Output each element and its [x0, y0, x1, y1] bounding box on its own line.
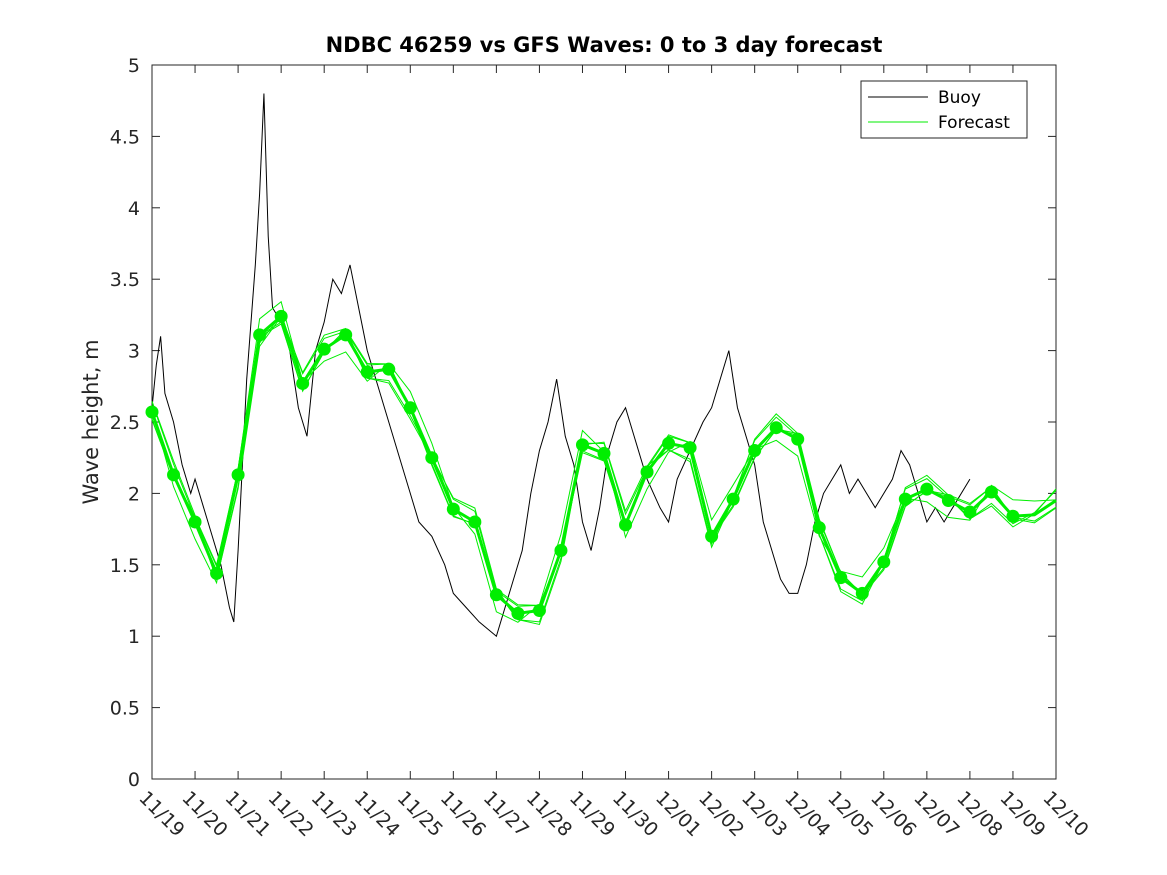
y-tick-label: 1.5 [110, 555, 140, 577]
x-tick-label: 11/20 [178, 787, 232, 841]
y-tick-label: 4 [128, 198, 140, 220]
x-tick-label: 12/01 [651, 787, 705, 841]
forecast-marker [296, 376, 310, 390]
x-tick-label: 12/10 [1038, 787, 1092, 841]
forecast-marker [920, 482, 934, 496]
forecast-marker [403, 401, 417, 415]
forecast-marker [231, 468, 245, 482]
y-tick-label: 0 [128, 769, 140, 791]
legend-buoy-label: Buoy [938, 88, 981, 108]
forecast-marker [662, 436, 676, 450]
forecast-marker [317, 342, 331, 356]
forecast-marker [382, 362, 396, 376]
x-tick-label: 12/05 [823, 787, 877, 841]
y-tick-label: 0.5 [110, 698, 140, 720]
forecast-marker [984, 485, 998, 499]
forecast-marker [468, 515, 482, 529]
y-tick-label: 4.5 [110, 126, 140, 148]
forecast-marker [941, 494, 955, 508]
forecast-marker [834, 571, 848, 585]
x-tick-label: 12/07 [909, 787, 963, 841]
y-tick-label: 2 [128, 483, 140, 505]
chart-title: NDBC 46259 vs GFS Waves: 0 to 3 day fore… [326, 33, 883, 57]
forecast-marker [855, 586, 869, 600]
x-tick-label: 12/04 [780, 787, 834, 841]
forecast-marker [339, 328, 353, 342]
forecast-marker [619, 518, 633, 532]
forecast-marker [575, 438, 589, 452]
forecast-marker [532, 603, 546, 617]
forecast-marker [253, 328, 267, 342]
forecast-marker [274, 309, 288, 323]
x-tick-label: 12/09 [995, 787, 1049, 841]
y-tick-label: 1 [128, 626, 140, 648]
x-tick-label: 11/29 [565, 787, 619, 841]
forecast-marker [748, 444, 762, 458]
x-tick-label: 12/06 [866, 787, 920, 841]
forecast-marker [683, 441, 697, 455]
y-axis-label: Wave height, m [79, 339, 103, 504]
x-tick-label: 12/02 [694, 787, 748, 841]
forecast-marker [1006, 509, 1020, 523]
y-tick-label: 5 [128, 55, 140, 77]
forecast-marker [726, 492, 740, 506]
x-tick-label: 11/19 [134, 787, 188, 841]
forecast-marker [963, 505, 977, 519]
forecast-marker [188, 515, 202, 529]
forecast-marker [640, 465, 654, 479]
legend-forecast-label: Forecast [938, 113, 1010, 133]
forecast-marker [877, 555, 891, 569]
forecast-marker [791, 432, 805, 446]
x-tick-label: 12/08 [952, 787, 1006, 841]
forecast-marker [511, 606, 525, 620]
x-tick-label: 11/22 [264, 787, 318, 841]
series-group [145, 93, 1057, 638]
forecast-marker [597, 446, 611, 460]
x-tick-label: 11/21 [221, 787, 275, 841]
x-tick-label: 11/26 [436, 787, 490, 841]
legend-box [860, 80, 1028, 139]
forecast-marker [705, 529, 719, 543]
forecast-marker [446, 502, 460, 516]
forecast-marker [360, 365, 374, 379]
x-tick-label: 11/23 [307, 787, 361, 841]
y-tick-label: 3 [128, 341, 140, 363]
forecast-marker [145, 405, 159, 419]
legend: Buoy Forecast [860, 80, 1028, 139]
forecast-marker [210, 566, 224, 580]
x-tick-label: 11/28 [522, 787, 576, 841]
forecast-line [151, 315, 1057, 626]
x-tick-label: 11/30 [608, 787, 662, 841]
buoy-line [151, 93, 971, 638]
x-tick-label: 12/03 [737, 787, 791, 841]
forecast-marker [489, 588, 503, 602]
forecast-marker [898, 492, 912, 506]
forecast-marker [425, 451, 439, 465]
x-tick-label: 11/27 [479, 787, 533, 841]
forecast-marker [812, 521, 826, 535]
x-tick-label: 11/25 [393, 787, 447, 841]
forecast-marker [554, 544, 568, 558]
y-tick-label: 2.5 [110, 412, 140, 434]
forecast-line [151, 321, 1057, 607]
x-tick-label: 11/24 [350, 787, 404, 841]
y-tick-label: 3.5 [110, 269, 140, 291]
forecast-marker [769, 421, 783, 435]
forecast-marker [167, 468, 181, 482]
plot-area [151, 64, 1057, 780]
